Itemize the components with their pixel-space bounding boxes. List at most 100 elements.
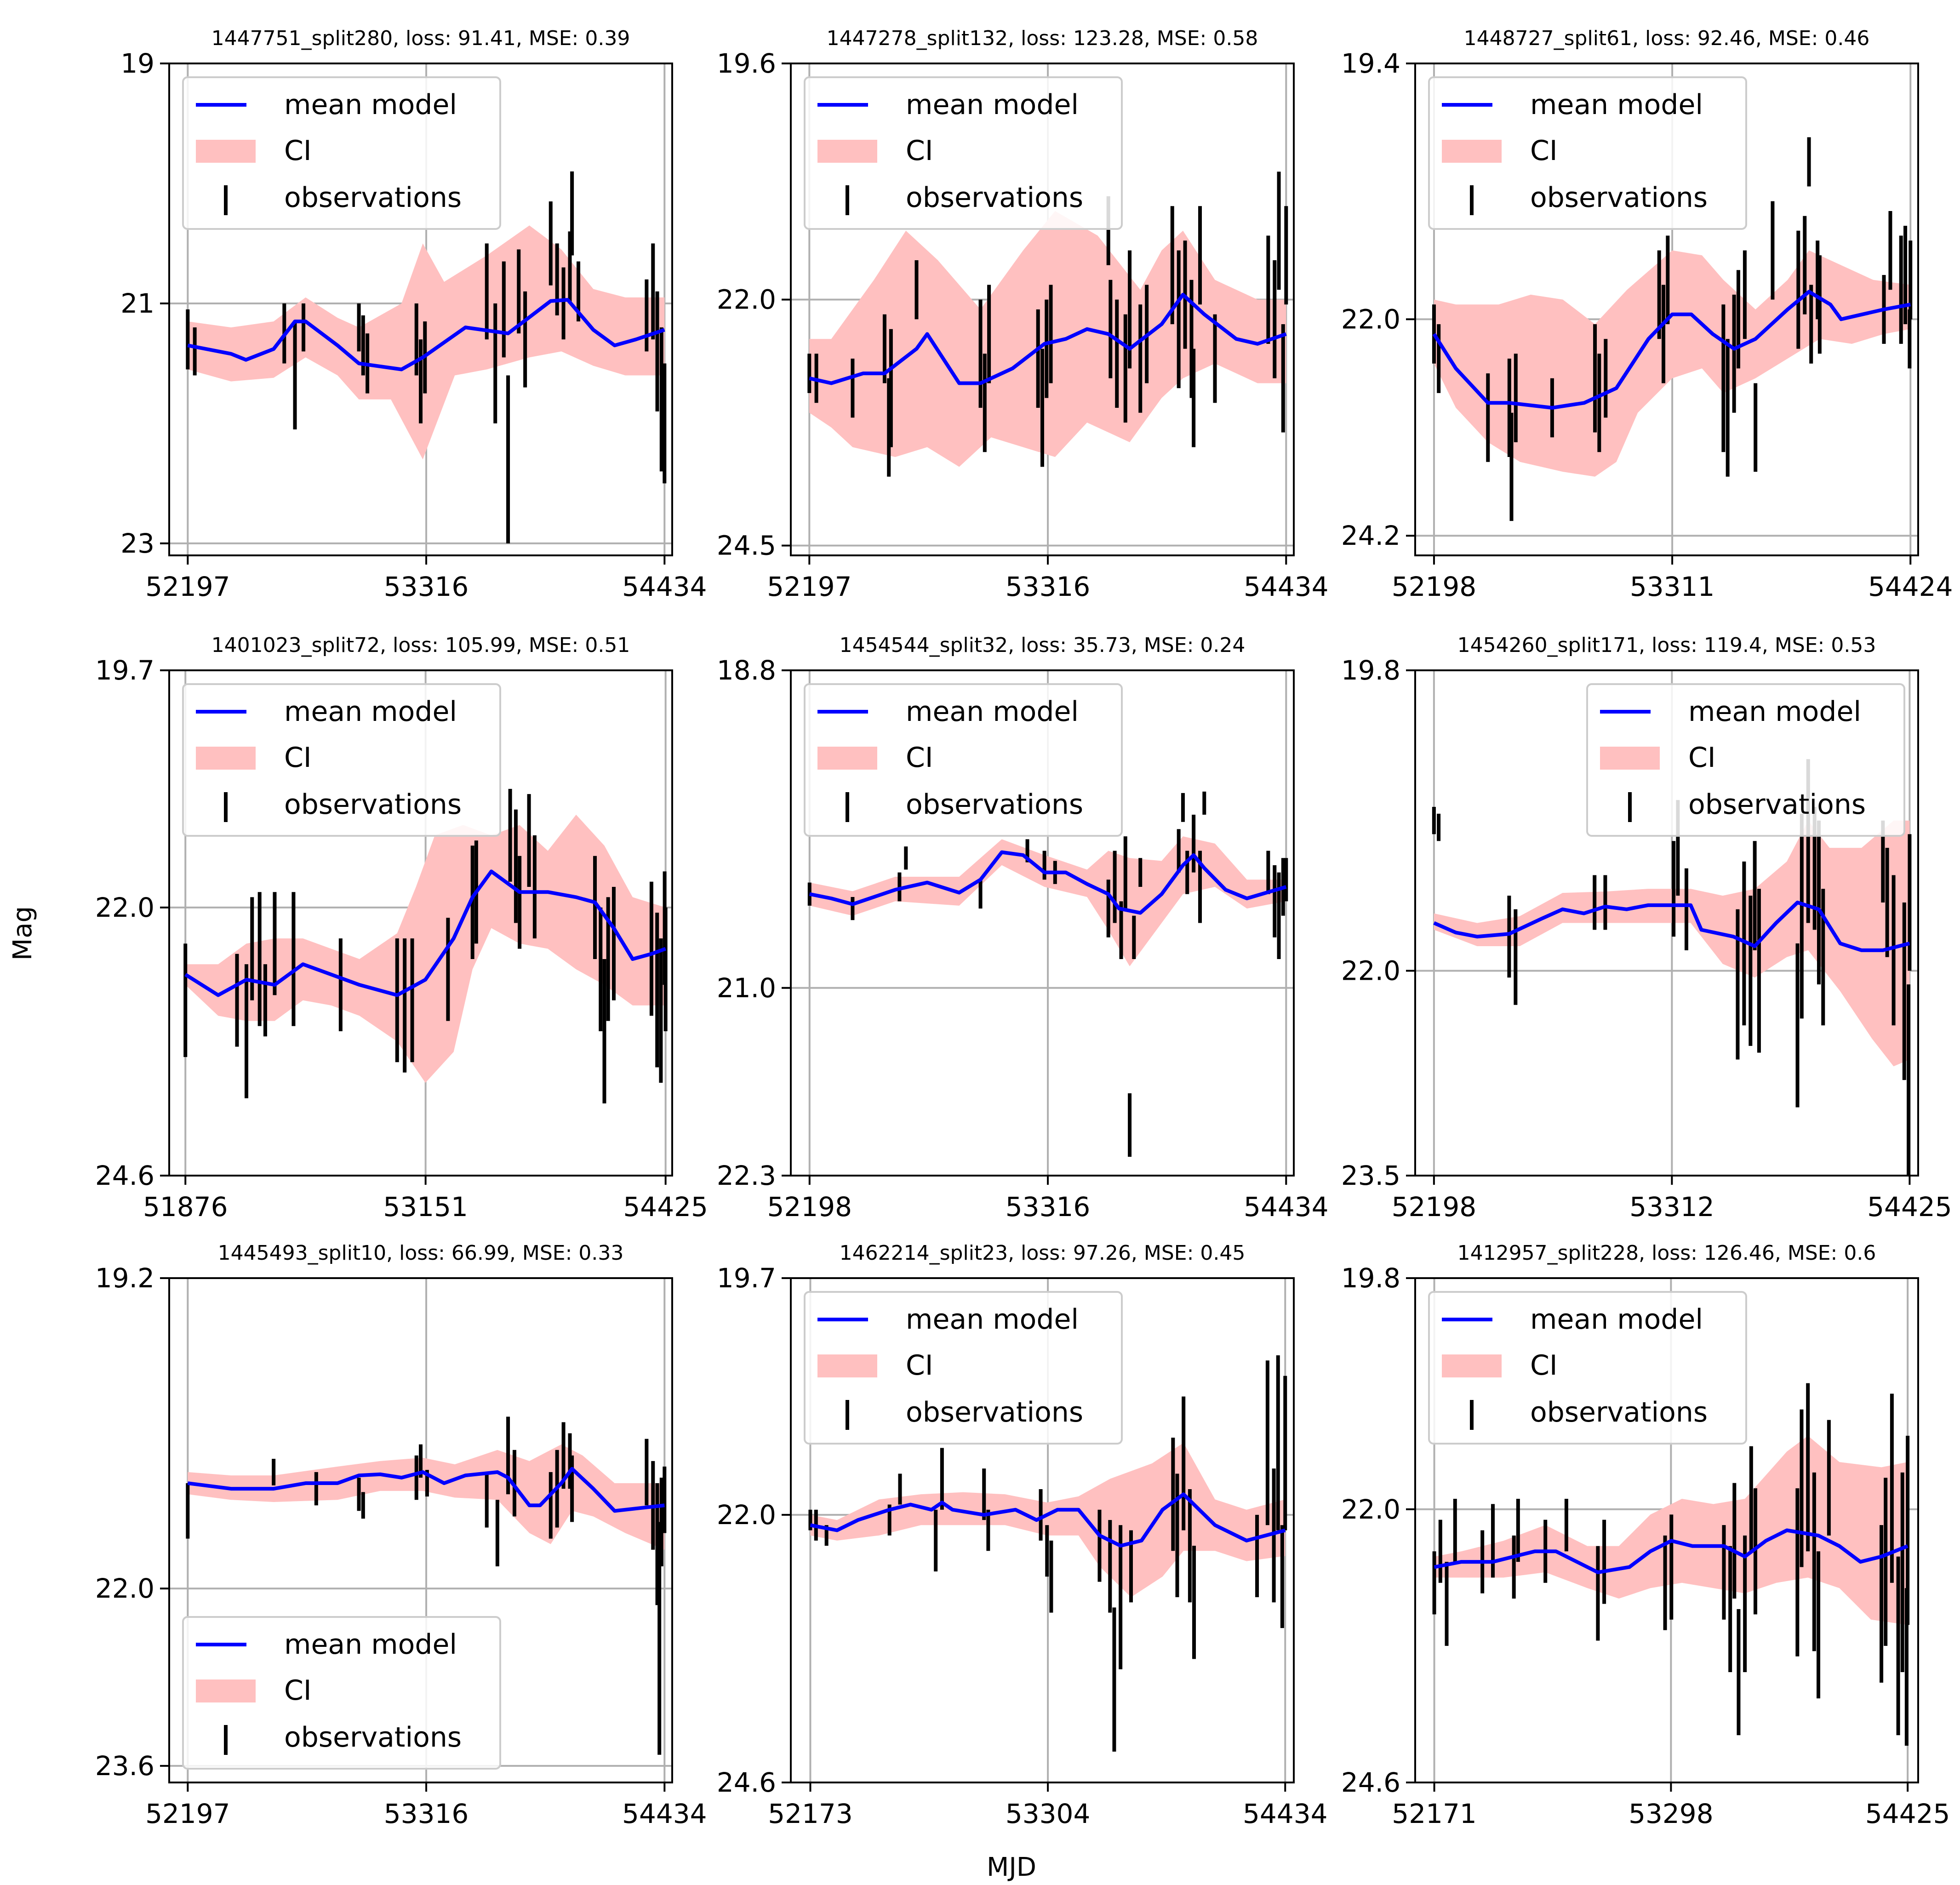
- subplot-title: 1448727_split61, loss: 92.46, MSE: 0.46: [1464, 27, 1870, 50]
- legend: mean model CI observations: [182, 683, 501, 837]
- y-tick-label: 22.0: [95, 892, 154, 923]
- legend-ci-label: CI: [284, 135, 312, 167]
- subplot-grid: 1447751_split280, loss: 91.41, MSE: 0.39…: [95, 27, 1953, 1829]
- y-tick-label: 22.0: [1341, 303, 1400, 335]
- y-tick-label: 21.0: [717, 972, 776, 1004]
- legend-ci-label: CI: [1530, 135, 1558, 167]
- y-tick-label: 19.7: [717, 1262, 776, 1294]
- mean-model-line: [1434, 1528, 1909, 1574]
- legend-ci-label: CI: [284, 742, 312, 774]
- axes-frame: [790, 63, 1295, 556]
- legend-obs-label: observations: [906, 788, 1083, 821]
- plot-area: [807, 791, 1288, 1157]
- y-tick-label: 19.2: [95, 1262, 154, 1294]
- x-tick-label: 53151: [383, 1191, 468, 1222]
- mean-model-line: [187, 298, 665, 371]
- subplot-title: 1447751_split280, loss: 91.41, MSE: 0.39: [211, 27, 630, 50]
- subplot-title: 1412957_split228, loss: 126.46, MSE: 0.6: [1457, 1241, 1876, 1265]
- subplot-4: 1401023_split72, loss: 105.99, MSE: 0.51…: [95, 634, 708, 1222]
- y-tick-label: 22.0: [95, 1573, 154, 1604]
- y-tick-label: 19.8: [1341, 1262, 1400, 1294]
- x-tick-label: 54425: [1867, 1191, 1952, 1222]
- mean-model-line: [1432, 290, 1911, 410]
- y-tick-label: 23: [120, 528, 154, 559]
- legend-box: [1586, 683, 1905, 837]
- legend-obs-label: observations: [284, 788, 462, 821]
- legend-mean-label: mean model: [1530, 1303, 1703, 1336]
- legend-mean-label: mean model: [284, 89, 457, 121]
- x-tick-label: 52197: [767, 571, 852, 602]
- y-tick-label: 22.0: [717, 284, 776, 315]
- legend-ci-swatch: [1442, 1354, 1502, 1377]
- subplot-9: 1412957_split228, loss: 126.46, MSE: 0.6…: [1341, 1241, 1950, 1829]
- x-tick-label: 54425: [623, 1191, 708, 1222]
- legend-mean-label: mean model: [284, 1628, 457, 1661]
- subplot-title: 1445493_split10, loss: 66.99, MSE: 0.33: [218, 1241, 624, 1265]
- legend-ci-label: CI: [906, 1349, 933, 1382]
- legend-ci-swatch: [1442, 140, 1502, 163]
- legend-mean-label: mean model: [1530, 89, 1703, 121]
- y-tick-label: 18.8: [717, 655, 776, 686]
- legend-ci-label: CI: [1688, 742, 1716, 774]
- x-tick-label: 53311: [1630, 571, 1715, 602]
- legend-ci-swatch: [196, 1679, 256, 1702]
- mean-model-line: [187, 1467, 665, 1513]
- legend-ci-label: CI: [284, 1674, 312, 1707]
- plot-area: [1432, 137, 1913, 521]
- axes-frame: [168, 1277, 673, 1783]
- legend-mean-label: mean model: [1688, 696, 1861, 728]
- plot-area: [186, 1417, 667, 1755]
- legend: mean model CI observations: [1586, 683, 1905, 837]
- legend: mean model CI observations: [804, 683, 1123, 837]
- y-tick-label: 19.6: [717, 48, 776, 79]
- subplot-7: 1445493_split10, loss: 66.99, MSE: 0.33 5…: [95, 1241, 707, 1829]
- legend: mean model CI observations: [804, 1291, 1123, 1445]
- axes-frame: [790, 669, 1295, 1177]
- x-tick-label: 53312: [1629, 1191, 1714, 1222]
- legend: mean model CI observations: [804, 76, 1123, 230]
- mean-model-line: [184, 869, 667, 997]
- legend-box: [1428, 76, 1747, 230]
- legend: mean model CI observations: [182, 1616, 501, 1770]
- y-tick-label: 22.0: [717, 1499, 776, 1531]
- y-tick-label: 24.2: [1341, 520, 1400, 551]
- y-tick-label: 19: [120, 48, 154, 79]
- subplot-5: 1454544_split32, loss: 35.73, MSE: 0.24 5…: [717, 634, 1329, 1222]
- y-tick-label: 19.4: [1341, 48, 1400, 79]
- axes-frame: [1414, 63, 1919, 556]
- subplot-8: 1462214_split23, loss: 97.26, MSE: 0.45 5…: [717, 1241, 1328, 1829]
- x-tick-label: 52197: [145, 571, 230, 602]
- ci-band: [185, 815, 666, 1083]
- y-tick-label: 23.6: [95, 1750, 154, 1782]
- subplot-title: 1447278_split132, loss: 123.28, MSE: 0.5…: [827, 27, 1258, 50]
- mean-model-line: [810, 1492, 1286, 1548]
- legend-ci-label: CI: [906, 135, 933, 167]
- plot-area: [808, 1355, 1287, 1752]
- axes-frame: [168, 669, 673, 1177]
- legend-ci-label: CI: [906, 742, 933, 774]
- x-tick-label: 52198: [1392, 1191, 1477, 1222]
- subplot-1: 1447751_split280, loss: 91.41, MSE: 0.39…: [120, 27, 707, 602]
- x-tick-label: 53298: [1629, 1798, 1714, 1829]
- x-tick-label: 54424: [1868, 571, 1953, 602]
- x-tick-label: 54434: [1243, 1798, 1328, 1829]
- ci-band: [809, 836, 1286, 966]
- mean-model-line: [1433, 900, 1910, 952]
- x-tick-label: 53316: [384, 1798, 469, 1829]
- legend-obs-label: observations: [1688, 788, 1866, 821]
- legend-obs-label: observations: [906, 1396, 1083, 1428]
- legend-ci-swatch: [817, 747, 877, 770]
- x-tick-label: 53304: [1006, 1798, 1091, 1829]
- x-tick-label: 52197: [145, 1798, 230, 1829]
- y-tick-label: 24.6: [1341, 1767, 1400, 1798]
- plot-area: [1432, 1383, 1910, 1746]
- x-tick-label: 51876: [143, 1191, 228, 1222]
- legend: mean model CI observations: [1428, 1291, 1747, 1445]
- subplot-title: 1454544_split32, loss: 35.73, MSE: 0.24: [840, 634, 1246, 657]
- y-tick-label: 24.5: [717, 530, 776, 561]
- legend-mean-label: mean model: [284, 696, 457, 728]
- ci-band: [810, 1443, 1286, 1598]
- legend-obs-label: observations: [1530, 1396, 1708, 1428]
- plot-area: [186, 171, 667, 543]
